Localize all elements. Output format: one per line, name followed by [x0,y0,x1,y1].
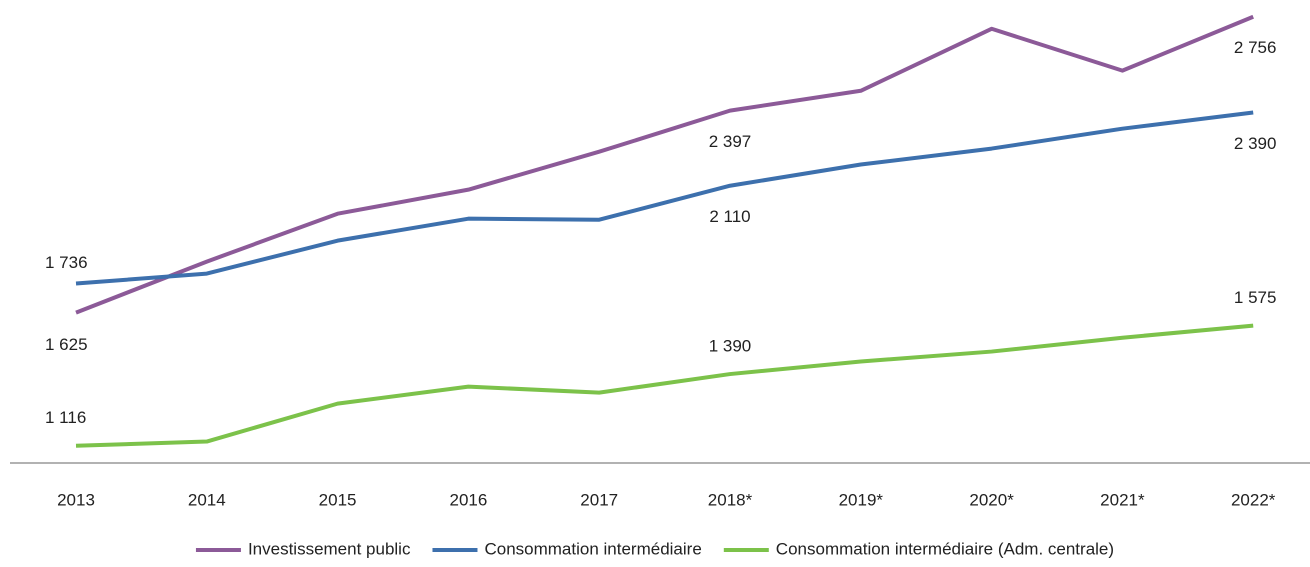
data-label: 1 625 [45,335,88,354]
series-line [75,110,1254,286]
data-label: 1 575 [1234,288,1277,307]
x-tick-label: 2021* [1100,490,1145,509]
x-tick-label: 2020* [969,490,1014,509]
data-label: 1 736 [45,253,88,272]
x-tick-label: 2015 [319,490,357,509]
legend-label: Investissement public [248,539,411,558]
data-label: 2 390 [1234,134,1277,153]
x-tick-label: 2014 [188,490,226,509]
data-label: 2 397 [709,132,752,151]
data-label: 2 756 [1234,38,1277,57]
x-tick-label: 2017 [580,490,618,509]
legend-label: Consommation intermédiaire (Adm. central… [776,539,1114,558]
x-tick-label: 2019* [839,490,884,509]
series-line [75,323,1254,448]
data-label: 2 110 [709,207,750,226]
data-label: 1 390 [709,337,752,356]
x-tick-label: 2018* [708,490,753,509]
legend-label: Consommation intermédiaire [484,539,701,558]
x-tick-label: 2016 [449,490,487,509]
x-tick-label: 2022* [1231,490,1276,509]
series-line [75,14,1254,315]
x-tick-label: 2013 [57,490,95,509]
data-label: 1 116 [45,408,86,427]
